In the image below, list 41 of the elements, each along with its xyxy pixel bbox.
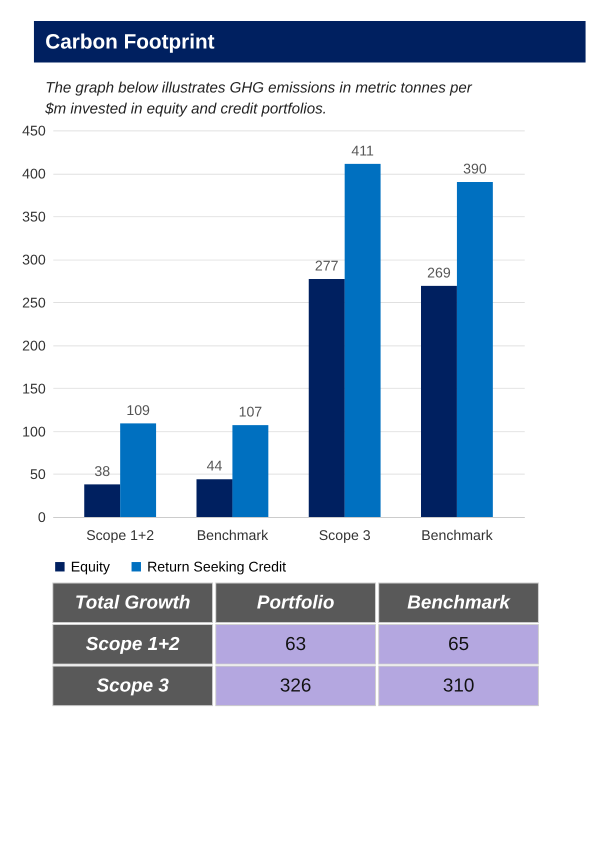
y-tick-label: 100 [22,423,46,440]
data-label: 411 [351,142,374,158]
data-label: 277 [314,258,339,274]
data-label: 44 [206,458,222,474]
data-label: 109 [126,402,150,418]
data-label: 63 [285,632,306,654]
bar [421,286,457,518]
y-tick-label: 450 [22,122,46,139]
y-tick-label: 150 [22,380,46,396]
y-axis-title: Total Growth [74,591,190,612]
bar [308,279,345,518]
data-label: 107 [238,404,262,420]
y-tick-label: 350 [22,208,46,225]
legend-label: Return Seeking Credit [147,558,286,574]
legend-label: Equity [70,558,111,574]
data-label: 310 [442,674,474,696]
y-tick-label: 0 [38,509,46,526]
y-tick-label: 200 [22,337,46,354]
chart-subtitle: The graph below illustrates GHG emissions in metric tonnes per $m invested in equity and credit portfolios. [44,80,473,118]
x-tick-label: Portfolio [256,591,334,612]
x-tick-label: Scope 3 [318,527,371,544]
data-label: 326 [280,674,312,696]
data-label: 390 [463,160,487,176]
bar [196,479,232,518]
x-tick-label: Scope 1+2 [86,527,154,544]
y-tick-label: 50 [30,466,46,482]
bar [456,182,493,518]
data-label: 65 [448,632,470,654]
bar [120,423,156,518]
data-label: 38 [94,462,110,479]
y-tick-label: 400 [22,166,46,182]
data-label: 269 [427,264,451,280]
bar [232,425,268,518]
x-tick-label: Benchmark [407,591,512,612]
y-tick-label: 250 [22,294,46,310]
y-tick-label: 300 [22,251,46,268]
bar [84,484,120,518]
x-tick-label: Benchmark [421,527,494,544]
bar [344,164,381,518]
chart-title: Carbon Footprint [45,30,215,54]
x-tick-label: Benchmark [196,527,270,544]
